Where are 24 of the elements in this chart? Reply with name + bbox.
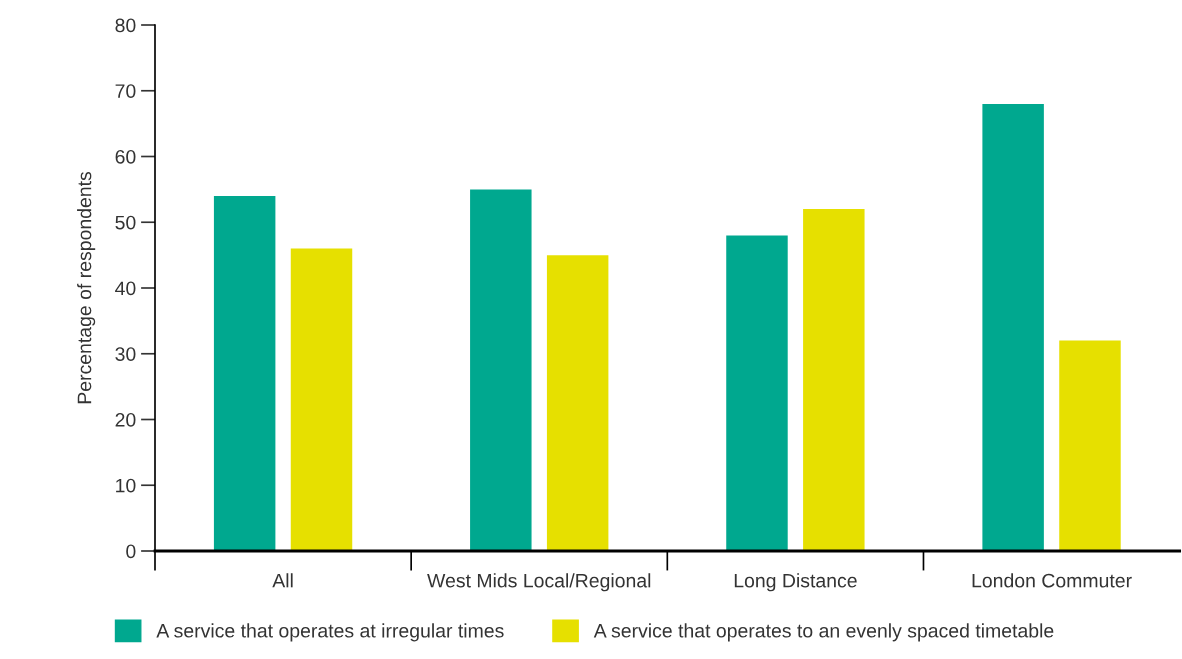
x-tick-label: Long Distance xyxy=(734,573,857,592)
y-tick-label: 30 xyxy=(115,347,136,361)
y-tick-label: 0 xyxy=(126,544,136,559)
bar xyxy=(803,209,865,551)
bar xyxy=(213,195,276,551)
y-tick-label: 50 xyxy=(115,215,136,230)
x-tick-label: West Mids Local/Regional xyxy=(427,573,651,592)
y-axis-title: Percentage of respondents xyxy=(77,171,96,404)
bar xyxy=(982,103,1044,551)
bar xyxy=(470,189,532,551)
y-tick-label: 60 xyxy=(115,149,136,164)
x-tick-label: All xyxy=(272,573,293,588)
bar xyxy=(1059,340,1121,551)
x-tick-label: London Commuter xyxy=(972,573,1132,588)
y-tick-label: 10 xyxy=(116,478,136,493)
y-tick-label: 20 xyxy=(115,412,136,427)
bar xyxy=(290,248,353,551)
y-tick-label: 80 xyxy=(115,18,136,33)
legend-label: A service that operates to an evenly spaced timetable xyxy=(593,623,1054,642)
y-tick-label: 70 xyxy=(115,84,136,98)
legend-label: A service that operates at irregular times xyxy=(156,623,504,642)
bar xyxy=(546,255,609,551)
bar xyxy=(726,235,788,551)
y-tick-label: 40 xyxy=(115,281,136,296)
